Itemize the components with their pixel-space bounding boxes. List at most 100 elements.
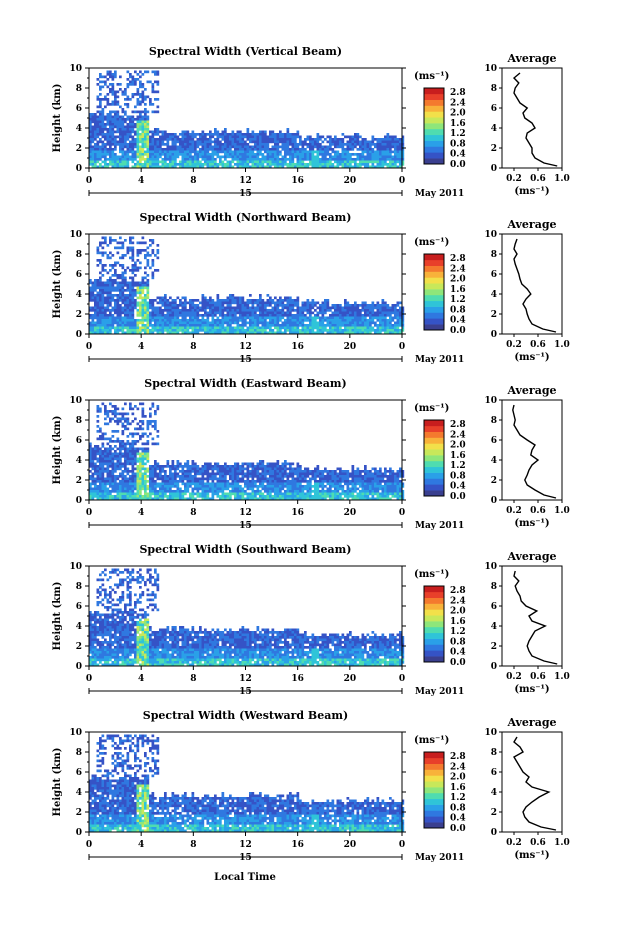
heatmap-cell <box>279 145 282 149</box>
heatmap-cell <box>311 326 315 330</box>
heatmap-cell <box>241 321 245 325</box>
heatmap-cell <box>379 165 382 169</box>
heatmap-cell <box>94 289 97 292</box>
heatmap-cell <box>344 306 347 310</box>
heatmap-cell <box>336 153 340 156</box>
heatmap-cell <box>241 160 245 164</box>
heatmap-cell <box>171 465 175 468</box>
heatmap-cell <box>319 304 322 307</box>
heatmap-cell <box>221 299 225 302</box>
heatmap-cell <box>109 437 112 441</box>
heatmap-cell <box>369 158 372 161</box>
heatmap-cell <box>311 145 315 149</box>
heatmap-cell <box>204 153 207 156</box>
heatmap-cell <box>134 155 137 159</box>
heatmap-cell <box>146 80 150 84</box>
heatmap-cell <box>129 150 132 154</box>
heatmap-cell <box>176 304 180 307</box>
heatmap-cell <box>264 130 267 134</box>
heatmap-cell <box>219 309 222 312</box>
heatmap-cell <box>109 450 112 453</box>
heatmap-cell <box>109 281 112 285</box>
heatmap-cell <box>281 311 285 315</box>
heatmap-cell <box>384 331 387 335</box>
heatmap-cell <box>394 150 397 154</box>
heatmap-cell <box>129 125 132 129</box>
heatmap-cell <box>109 321 112 325</box>
heatmap-cell <box>296 160 300 164</box>
heatmap-cell <box>166 306 170 310</box>
heatmap-cell <box>394 145 397 149</box>
heatmap-cell <box>96 98 100 101</box>
heatmap-cell <box>384 138 387 141</box>
heatmap-cell <box>106 326 110 330</box>
heatmap-cell <box>101 492 105 496</box>
heatmap-cell <box>141 412 145 416</box>
heatmap-cell <box>94 487 97 491</box>
heatmap-cell <box>146 304 150 307</box>
heatmap-cell <box>311 138 315 141</box>
heatmap-cell <box>89 306 92 310</box>
heatmap-cell <box>109 83 112 86</box>
heatmap-cell <box>171 319 175 322</box>
heatmap-cell <box>199 314 202 317</box>
heatmap-cell <box>99 467 102 471</box>
heatmap-cell <box>211 495 215 498</box>
heatmap-cell <box>186 140 190 144</box>
heatmap-cell <box>379 148 382 151</box>
heatmap-cell <box>184 324 187 327</box>
colorbar-tick-label: 0.4 <box>450 316 466 326</box>
heatmap-cell <box>206 314 210 317</box>
heatmap-cell <box>114 100 117 104</box>
heatmap-cell <box>94 485 97 488</box>
heatmap-cell <box>269 299 272 302</box>
x-tick-label: 0 <box>399 176 405 186</box>
heatmap-cell <box>89 279 92 282</box>
heatmap-cell <box>316 150 320 154</box>
heatmap-cell <box>131 241 135 245</box>
heatmap-cell <box>294 148 297 151</box>
heatmap-cell <box>104 281 107 285</box>
heatmap-cell <box>291 145 295 149</box>
heatmap-cell <box>121 155 125 159</box>
heatmap-cell <box>99 110 102 114</box>
heatmap-cell <box>364 304 367 307</box>
heatmap-cell <box>229 296 232 300</box>
heatmap-cell <box>334 160 337 164</box>
heatmap-cell <box>111 321 115 325</box>
heatmap-cell <box>126 138 130 141</box>
heatmap-cell <box>216 326 220 330</box>
heatmap-cell <box>174 319 177 322</box>
heatmap-cell <box>349 155 352 159</box>
heatmap-cell <box>119 155 122 159</box>
colorbar-unit: (ms⁻¹) <box>414 71 449 82</box>
heatmap-cell <box>174 140 177 144</box>
heatmap-cell <box>174 467 177 471</box>
heatmap-cell <box>319 321 322 325</box>
heatmap-cell <box>96 145 100 149</box>
heatmap-cell <box>156 465 160 468</box>
heatmap-cell <box>126 447 130 451</box>
heatmap-cell <box>281 314 285 317</box>
heatmap-cell <box>129 269 132 272</box>
heatmap-cell <box>394 314 397 317</box>
heatmap-cell <box>96 140 100 144</box>
heatmap-cell <box>151 326 155 330</box>
heatmap-cell <box>121 128 125 131</box>
heatmap-cell <box>389 326 392 330</box>
y-tick-label: 2 <box>76 310 82 320</box>
heatmap-cell <box>261 326 265 330</box>
heatmap-cell <box>374 145 377 149</box>
heatmap-cell <box>139 326 142 330</box>
heatmap-cell <box>231 299 235 302</box>
heatmap-cell <box>144 490 147 493</box>
heatmap-cell <box>136 153 140 156</box>
heatmap-cell <box>136 286 140 290</box>
heatmap-cell <box>204 462 207 466</box>
heatmap-cell <box>321 155 325 159</box>
heatmap-cell <box>236 140 240 144</box>
heatmap-cell <box>194 148 197 151</box>
heatmap-cell <box>154 487 157 491</box>
heatmap-cell <box>179 165 182 169</box>
heatmap-cell <box>236 296 240 300</box>
